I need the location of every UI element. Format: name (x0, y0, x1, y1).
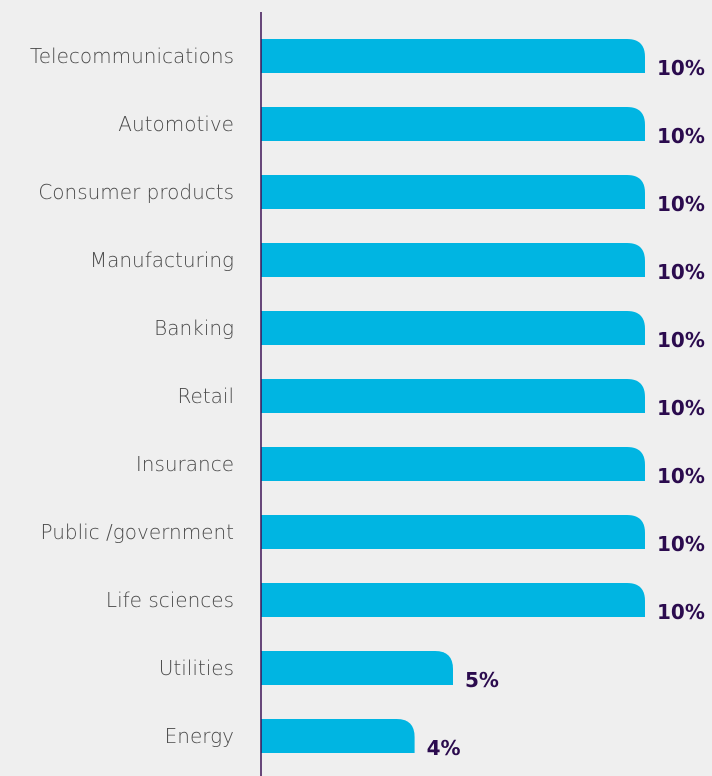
bar-retail (261, 379, 645, 413)
bars (261, 39, 645, 753)
category-label-life-sciences: Life sciences (106, 588, 234, 612)
value-label-public-government: 10% (657, 532, 705, 556)
bar-energy (261, 719, 415, 753)
category-label-consumer-products: Consumer products (38, 180, 234, 204)
category-label-retail: Retail (177, 384, 234, 408)
value-label-retail: 10% (657, 396, 705, 420)
bar-manufacturing (261, 243, 645, 277)
category-label-banking: Banking (154, 316, 234, 340)
value-label-insurance: 10% (657, 464, 705, 488)
bar-utilities (261, 651, 453, 685)
bar-banking (261, 311, 645, 345)
value-label-consumer-products: 10% (657, 192, 705, 216)
value-label-telecommunications: 10% (657, 56, 705, 80)
category-label-automotive: Automotive (118, 112, 234, 136)
category-label-public-government: Public /government (40, 520, 234, 544)
value-label-automotive: 10% (657, 124, 705, 148)
category-label-insurance: Insurance (136, 452, 234, 476)
value-label-life-sciences: 10% (657, 600, 705, 624)
category-label-manufacturing: Manufacturing (90, 248, 234, 272)
value-labels: 10% 10% 10% 10% 10% 10% 10% 10% 10% 5% 4% (427, 56, 705, 760)
bar-consumer-products (261, 175, 645, 209)
bar-public-government (261, 515, 645, 549)
bar-telecommunications (261, 39, 645, 73)
bar-life-sciences (261, 583, 645, 617)
bar-automotive (261, 107, 645, 141)
category-labels: Telecommunications Automotive Consumer pro… (30, 44, 234, 748)
bar-insurance (261, 447, 645, 481)
category-label-telecommunications: Telecommunications (30, 44, 234, 68)
value-label-banking: 10% (657, 328, 705, 352)
value-label-manufacturing: 10% (657, 260, 705, 284)
category-label-utilities: Utilities (159, 656, 234, 680)
value-label-utilities: 5% (465, 668, 499, 692)
value-label-energy: 4% (427, 736, 461, 760)
category-label-energy: Energy (165, 724, 234, 748)
